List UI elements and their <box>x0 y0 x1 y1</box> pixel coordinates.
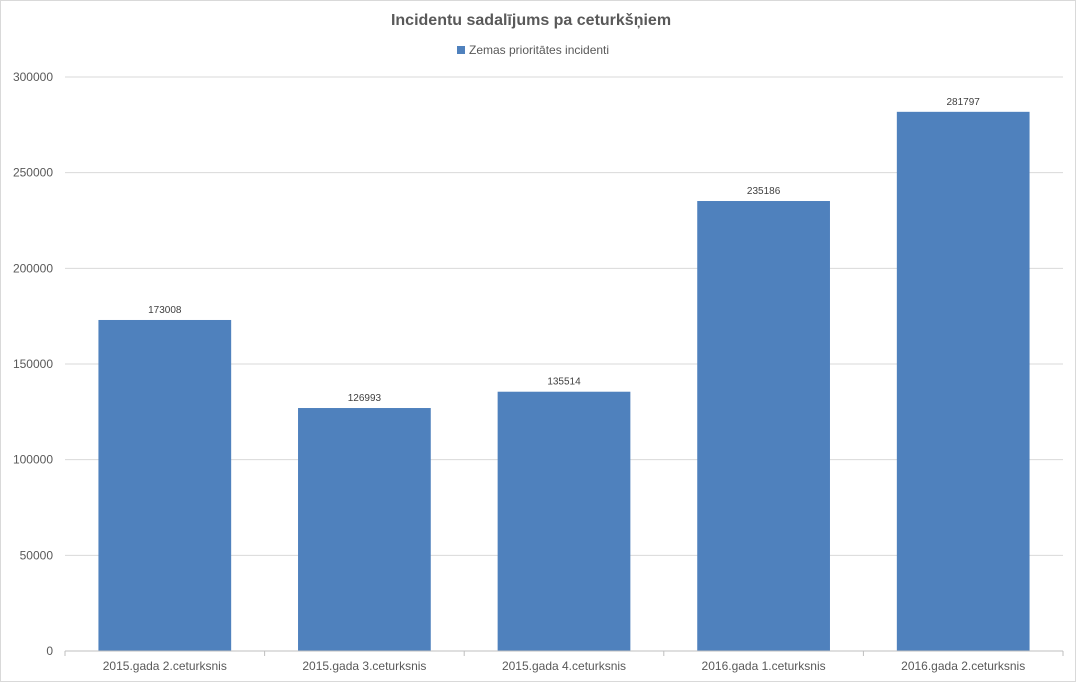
data-label: 126993 <box>348 393 382 404</box>
bars <box>98 111 1030 651</box>
x-category-label: 2015.gada 3.ceturksnis <box>302 659 426 673</box>
data-label: 281797 <box>947 97 981 108</box>
bar <box>298 408 431 651</box>
data-labels: 173008 126993 135514 235186 281797 <box>148 97 980 404</box>
bar <box>697 201 830 651</box>
data-label: 235186 <box>747 186 781 197</box>
y-tick-label: 50000 <box>20 548 54 562</box>
bar <box>98 319 232 651</box>
x-category-label: 2015.gada 4.ceturksnis <box>502 659 626 673</box>
legend-swatch <box>457 46 465 54</box>
bar <box>896 111 1030 651</box>
y-axis-ticks: 0 50000 100000 150000 200000 250000 300000 <box>13 70 53 658</box>
data-label: 173008 <box>148 305 182 316</box>
x-axis-categories: 2015.gada 2.ceturksnis 2015.gada 3.ceturk… <box>64 651 1064 673</box>
y-tick-label: 100000 <box>13 453 53 467</box>
y-tick-label: 300000 <box>13 70 53 84</box>
gridlines <box>65 76 1063 556</box>
chart-title: Incidentu sadalījums pa ceturkšņiem <box>391 12 671 29</box>
x-category-label: 2016.gada 2.ceturksnis <box>901 659 1025 673</box>
y-tick-label: 0 <box>46 644 53 658</box>
legend-label: Zemas prioritātes incidenti <box>469 43 609 57</box>
y-tick-label: 250000 <box>13 166 53 180</box>
y-tick-label: 150000 <box>13 357 53 371</box>
x-category-label: 2015.gada 2.ceturksnis <box>103 659 227 673</box>
legend: Zemas prioritātes incidenti <box>457 43 609 57</box>
y-tick-label: 200000 <box>13 261 53 275</box>
bar <box>497 391 631 651</box>
x-category-label: 2016.gada 1.ceturksnis <box>702 659 826 673</box>
data-label: 135514 <box>547 377 581 388</box>
